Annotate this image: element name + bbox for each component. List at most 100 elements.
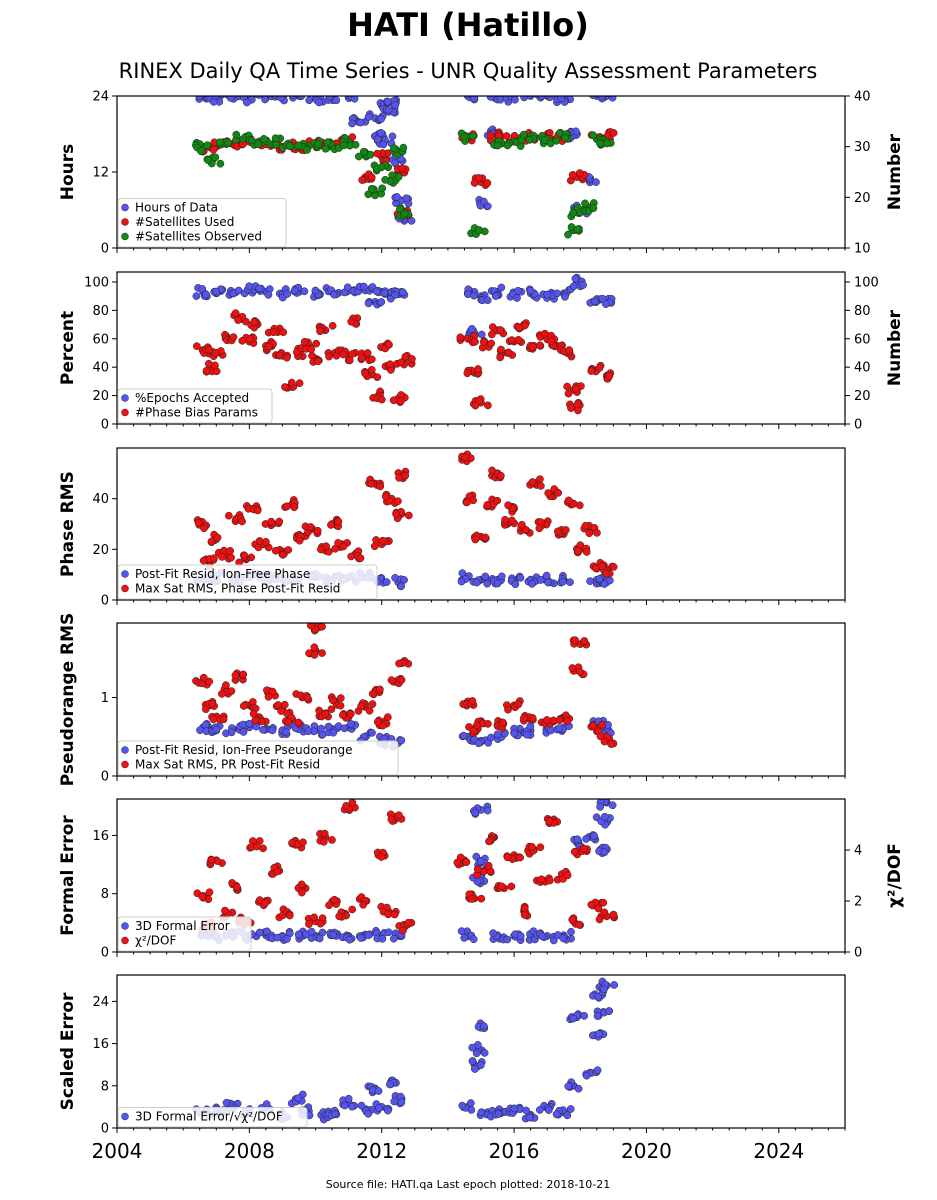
data-point xyxy=(377,298,386,306)
data-point xyxy=(494,1110,503,1118)
data-point xyxy=(347,552,355,561)
data-point xyxy=(373,373,382,381)
legend-box xyxy=(117,388,273,424)
data-point xyxy=(468,1057,477,1066)
data-point xyxy=(327,521,335,529)
data-point xyxy=(334,517,343,526)
data-point xyxy=(346,709,355,718)
data-point xyxy=(579,281,587,289)
data-point xyxy=(510,1104,519,1113)
data-point xyxy=(373,149,382,158)
data-point xyxy=(537,875,546,884)
data-point xyxy=(581,199,589,208)
data-point xyxy=(365,706,374,715)
legend-label: 3D Formal Error/√χ²/DOF xyxy=(135,1110,283,1124)
data-point xyxy=(544,1106,553,1114)
data-point xyxy=(568,664,577,672)
legend-marker xyxy=(121,218,129,226)
data-point xyxy=(520,911,529,919)
data-point xyxy=(528,478,537,486)
data-point xyxy=(466,1099,475,1107)
data-point xyxy=(239,670,248,679)
data-point xyxy=(232,130,241,139)
data-point xyxy=(401,471,410,480)
data-point xyxy=(312,339,321,348)
data-point xyxy=(469,935,478,944)
data-point xyxy=(231,671,240,680)
x-tick-label: 2008 xyxy=(224,1139,275,1163)
data-point xyxy=(544,489,553,497)
legend-label: 3D Formal Error xyxy=(135,919,230,933)
data-point xyxy=(192,342,201,350)
data-point xyxy=(222,1098,231,1107)
data-point xyxy=(316,919,325,928)
data-point xyxy=(262,538,270,546)
data-point xyxy=(344,1094,353,1103)
data-point xyxy=(602,139,611,148)
data-point xyxy=(388,132,397,141)
data-point xyxy=(564,496,573,505)
data-point xyxy=(545,817,554,825)
data-point xyxy=(364,113,373,121)
data-point xyxy=(503,853,512,862)
data-point xyxy=(563,871,572,880)
data-point xyxy=(375,1103,383,1112)
y-tick-label: 8 xyxy=(101,1079,109,1094)
data-point xyxy=(493,579,502,588)
data-point xyxy=(364,931,373,940)
y-tick-label: 0 xyxy=(101,946,109,961)
data-point xyxy=(563,717,571,725)
y-tick-label: 40 xyxy=(92,492,109,507)
data-point xyxy=(554,488,563,497)
y-tick-label: 1 xyxy=(101,691,109,706)
data-point xyxy=(210,554,218,562)
legend-label: %Epochs Accepted xyxy=(135,391,249,405)
data-point xyxy=(555,724,564,732)
data-point xyxy=(306,623,315,630)
data-point xyxy=(528,88,535,95)
data-point xyxy=(339,542,348,551)
data-point xyxy=(257,88,264,95)
data-point xyxy=(458,569,467,578)
data-point xyxy=(198,285,207,293)
data-point xyxy=(568,915,577,924)
data-point xyxy=(528,714,537,722)
data-point xyxy=(305,920,313,928)
data-point xyxy=(480,1049,489,1057)
data-point xyxy=(468,895,477,903)
data-point xyxy=(376,482,385,491)
data-point xyxy=(297,96,306,100)
data-point xyxy=(483,501,492,509)
data-point xyxy=(607,740,615,748)
data-point xyxy=(329,696,337,705)
y-right-tick-label: 40 xyxy=(854,90,871,105)
data-point xyxy=(321,710,330,718)
legend-marker xyxy=(121,922,129,930)
data-point xyxy=(579,845,588,853)
data-point xyxy=(384,910,393,919)
data-point xyxy=(569,209,577,217)
data-point xyxy=(207,855,216,864)
data-point xyxy=(470,96,479,103)
data-point xyxy=(493,141,502,150)
y-right-tick-label: 0 xyxy=(854,418,862,433)
data-point xyxy=(203,141,212,150)
data-point xyxy=(497,572,506,581)
data-point xyxy=(574,1084,583,1093)
data-point xyxy=(383,1106,392,1115)
legend-marker xyxy=(121,746,129,754)
data-point xyxy=(399,926,407,935)
data-point xyxy=(497,283,506,292)
data-point xyxy=(315,934,324,943)
legend-box xyxy=(117,740,399,776)
data-point xyxy=(391,291,400,299)
data-point xyxy=(218,690,226,698)
data-point xyxy=(350,96,359,103)
data-point xyxy=(294,1094,303,1102)
data-point xyxy=(272,140,280,149)
data-point xyxy=(458,1101,467,1110)
data-point xyxy=(331,1110,340,1118)
data-point xyxy=(281,383,289,391)
legend-marker xyxy=(121,570,129,578)
data-point xyxy=(609,129,618,137)
